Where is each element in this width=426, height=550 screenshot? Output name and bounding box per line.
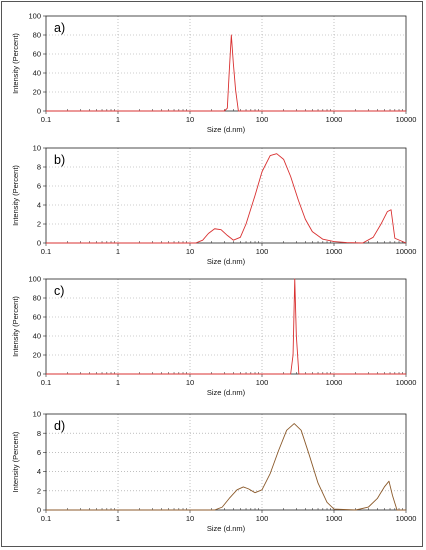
y-tick-label: 100 — [28, 12, 41, 21]
chart-panel-3: 0 20 40 60 80 100 0.1 1 10 100 1000 10000 Size (d.nm… — [11, 275, 416, 397]
x-tick-label: 10 — [186, 514, 194, 523]
y-tick-label: 0 — [37, 506, 41, 515]
y-tick-label: 8 — [37, 163, 41, 172]
x-axis-label: Size (d.nm) — [207, 125, 246, 134]
y-tick-label: 4 — [37, 467, 41, 476]
y-tick-label: 10 — [33, 144, 41, 153]
y-tick-label: 60 — [33, 50, 41, 59]
y-tick-label: 4 — [37, 201, 41, 210]
x-tick-label: 0.1 — [41, 115, 51, 124]
y-tick-label: 2 — [37, 220, 41, 229]
plot-area — [46, 16, 406, 111]
chart-panel-4: 0 2 4 6 8 10 0.1 1 10 100 1000 10000 Size (d.nm) Inte… — [11, 410, 416, 533]
plot-frame — [45, 413, 407, 511]
panel-label: b) — [54, 153, 65, 167]
x-tick-label: 10 — [186, 115, 194, 124]
x-axis-label: Size (d.nm) — [207, 524, 246, 533]
y-tick-label: 20 — [33, 88, 41, 97]
y-tick-label: 80 — [33, 294, 41, 303]
x-tick-label: 100 — [256, 514, 269, 523]
x-tick-label: 1000 — [326, 247, 343, 256]
y-tick-label: 0 — [37, 370, 41, 379]
x-tick-label: 0.1 — [41, 247, 51, 256]
y-axis-label: Intensity (Percent) — [11, 165, 20, 226]
x-axis-label: Size (d.nm) — [207, 388, 246, 397]
y-axis-label: Intensity (Percent) — [11, 296, 20, 357]
series-line — [46, 34, 406, 112]
x-tick-label: 1000 — [326, 378, 343, 387]
chart-panel-2: 0 2 4 6 8 10 0.1 1 10 100 1000 10000 Size (d.nm) Inte… — [11, 144, 416, 266]
plot-area — [46, 414, 406, 510]
plot-area — [46, 148, 406, 243]
y-tick-label: 40 — [33, 69, 41, 78]
x-tick-label: 100 — [256, 378, 269, 387]
y-tick-label: 6 — [37, 448, 41, 457]
x-tick-label: 1000 — [326, 115, 343, 124]
x-tick-label: 1 — [116, 378, 120, 387]
x-tick-label: 10000 — [396, 115, 417, 124]
y-axis-label: Intensity (Percent) — [11, 431, 20, 492]
x-tick-label: 1 — [116, 115, 120, 124]
panel-label: d) — [54, 419, 65, 433]
y-tick-label: 6 — [37, 182, 41, 191]
x-tick-label: 0.1 — [41, 378, 51, 387]
x-tick-label: 10000 — [396, 514, 417, 523]
y-tick-label: 0 — [37, 107, 41, 116]
plot-frame — [45, 15, 407, 112]
plot-frame — [45, 147, 407, 244]
x-tick-label: 1000 — [326, 514, 343, 523]
x-tick-label: 1 — [116, 514, 120, 523]
series-line — [46, 278, 406, 375]
panel-label: c) — [54, 284, 64, 298]
plot-area — [46, 279, 406, 374]
x-tick-label: 10000 — [396, 247, 417, 256]
y-tick-label: 10 — [33, 410, 41, 419]
y-tick-label: 8 — [37, 429, 41, 438]
y-tick-label: 20 — [33, 351, 41, 360]
chart-panel-1: 0 20 40 60 80 100 0.1 1 10 100 1000 10000 Size (d.nm… — [11, 12, 416, 134]
y-tick-label: 2 — [37, 486, 41, 495]
x-tick-label: 10000 — [396, 378, 417, 387]
x-tick-label: 10 — [186, 378, 194, 387]
series-line — [46, 423, 406, 511]
y-tick-label: 60 — [33, 313, 41, 322]
x-tick-label: 100 — [256, 247, 269, 256]
x-tick-label: 1 — [116, 247, 120, 256]
panel-label: a) — [54, 21, 65, 35]
y-tick-label: 40 — [33, 332, 41, 341]
x-tick-label: 0.1 — [41, 514, 51, 523]
x-axis-label: Size (d.nm) — [207, 257, 246, 266]
y-tick-label: 100 — [28, 275, 41, 284]
y-axis-label: Intensity (Percent) — [11, 33, 20, 94]
x-tick-label: 100 — [256, 115, 269, 124]
y-tick-label: 0 — [37, 239, 41, 248]
y-tick-label: 80 — [33, 31, 41, 40]
series-line — [46, 153, 407, 244]
x-tick-label: 10 — [186, 247, 194, 256]
